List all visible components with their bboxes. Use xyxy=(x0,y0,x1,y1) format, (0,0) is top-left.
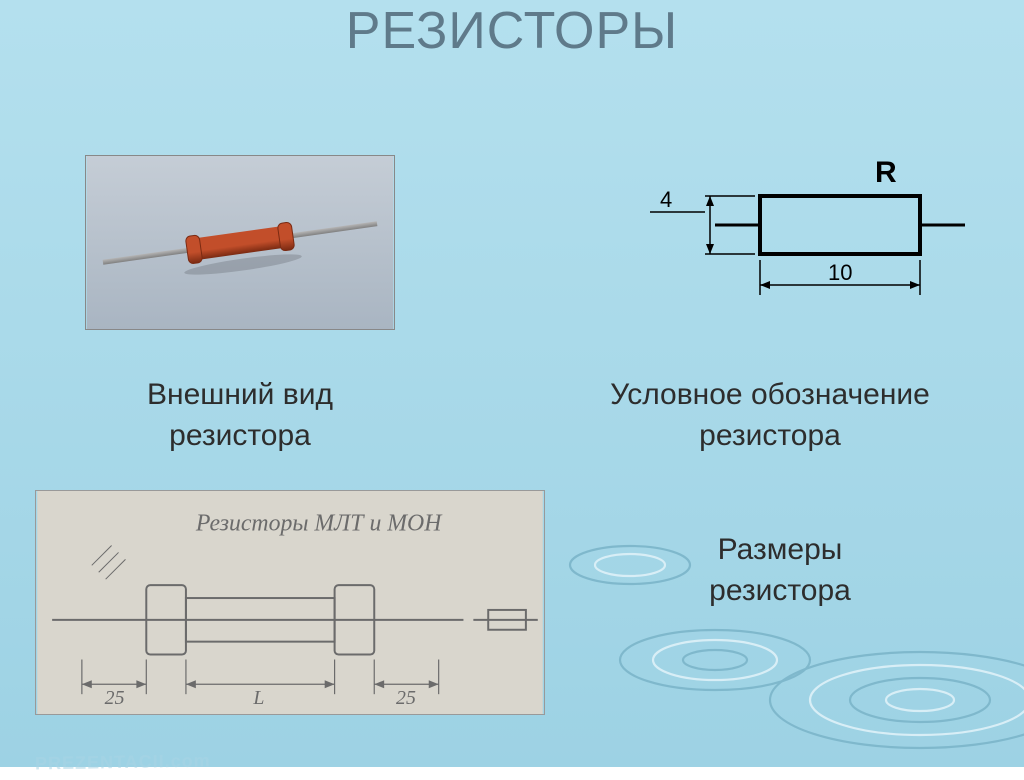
symbol-dim-h: 4 xyxy=(660,187,672,212)
symbol-r-label: R xyxy=(875,156,897,189)
resistor-photo xyxy=(85,155,395,330)
watermark: PREZENTACII.com xyxy=(35,750,211,774)
symbol-caption: Условное обозначение резистора xyxy=(560,375,980,456)
drawing-dim-mid: L xyxy=(252,687,264,709)
symbol-dim-w: 10 xyxy=(828,260,852,285)
symbol-caption-line2: резистора xyxy=(560,416,980,457)
ripple-2 xyxy=(620,630,810,690)
symbol-caption-line1: Условное обозначение xyxy=(560,375,980,416)
photo-caption-line2: резистора xyxy=(85,416,395,457)
drawing-dim-left: 25 xyxy=(105,687,125,709)
photo-caption: Внешний вид резистора xyxy=(85,375,395,456)
drawing-caption: Размеры резистора xyxy=(600,530,960,611)
drawing-dim-right: 25 xyxy=(396,687,416,709)
resistor-dimension-drawing: Резисторы МЛТ и МОН xyxy=(35,490,545,715)
photo-caption-line1: Внешний вид xyxy=(85,375,395,416)
slide-title: РЕЗИСТОРЫ xyxy=(0,1,1024,61)
drawing-caption-line2: резистора xyxy=(600,571,960,612)
resistor-symbol-diagram: R 4 10 xyxy=(610,140,990,330)
drawing-caption-line1: Размеры xyxy=(600,530,960,571)
drawing-title: Резисторы МЛТ и МОН xyxy=(195,511,443,537)
